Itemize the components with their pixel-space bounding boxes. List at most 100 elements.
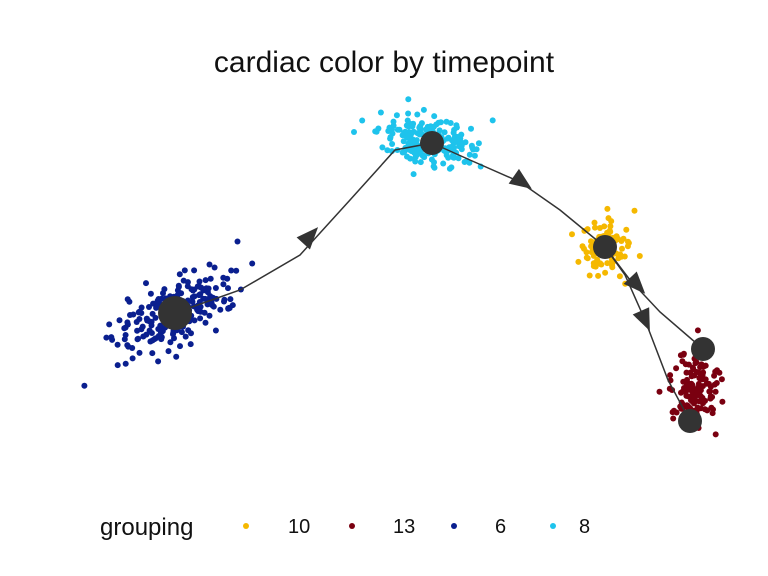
point-group-13	[712, 388, 719, 395]
point-group-13	[694, 385, 701, 392]
point-group-10	[607, 223, 614, 230]
point-group-6	[211, 264, 218, 271]
point-group-8	[453, 122, 460, 129]
point-group-6	[177, 343, 183, 350]
legend-title: grouping	[100, 514, 193, 541]
trajectory-arrow-10-13b	[632, 307, 650, 331]
point-group-6	[182, 333, 189, 340]
point-group-13	[692, 360, 699, 367]
data-points	[81, 96, 726, 438]
point-group-8	[431, 164, 438, 171]
point-group-8	[396, 126, 403, 133]
point-group-10	[623, 226, 630, 233]
point-group-6	[122, 324, 129, 331]
point-group-6	[140, 333, 147, 340]
point-group-6	[234, 238, 241, 245]
point-group-6	[161, 286, 168, 293]
point-group-13	[667, 372, 674, 379]
point-group-8	[359, 117, 366, 124]
point-group-13	[709, 410, 716, 417]
point-group-10	[608, 218, 615, 225]
point-group-8	[436, 127, 443, 134]
point-group-8	[386, 124, 393, 131]
point-group-8	[403, 122, 410, 129]
point-group-6	[114, 341, 121, 348]
point-group-13	[696, 374, 703, 381]
point-group-10	[608, 260, 615, 267]
point-group-6	[129, 355, 136, 362]
point-group-6	[189, 298, 196, 305]
point-group-10	[569, 231, 575, 238]
point-group-8	[413, 137, 420, 144]
point-group-8	[404, 153, 410, 160]
point-group-10	[631, 207, 638, 214]
point-group-6	[185, 327, 192, 334]
point-group-10	[625, 238, 631, 245]
point-group-6	[143, 280, 149, 287]
point-group-10	[601, 223, 608, 230]
point-group-10	[619, 245, 625, 252]
point-group-6	[178, 329, 185, 336]
point-group-8	[471, 152, 478, 159]
point-group-10	[575, 258, 582, 265]
point-group-10	[618, 253, 625, 260]
point-group-6	[165, 348, 172, 355]
point-group-6	[125, 343, 132, 350]
point-group-13	[685, 386, 692, 392]
point-group-6	[108, 334, 115, 341]
point-group-10	[592, 263, 599, 270]
point-group-13	[680, 351, 687, 358]
point-group-6	[176, 271, 183, 278]
point-group-6	[136, 349, 143, 356]
point-group-6	[227, 296, 234, 303]
point-group-8	[457, 138, 464, 145]
point-group-8	[405, 96, 412, 103]
point-group-6	[155, 333, 162, 339]
legend-swatch-10	[243, 523, 249, 529]
point-group-10	[591, 219, 598, 226]
point-group-8	[409, 123, 416, 130]
point-group-8	[468, 125, 474, 132]
point-group-6	[173, 353, 180, 360]
point-group-8	[390, 118, 397, 125]
point-group-10	[616, 273, 623, 280]
point-group-8	[450, 154, 457, 161]
trajectory-edge-10-13a	[604, 246, 704, 350]
point-group-10	[592, 224, 598, 231]
point-group-6	[81, 382, 88, 389]
point-group-6	[180, 277, 187, 284]
legend-swatch-8	[550, 523, 556, 529]
point-group-8	[414, 111, 421, 118]
point-group-6	[201, 309, 208, 316]
point-group-6	[233, 267, 240, 274]
point-group-8	[384, 147, 391, 154]
legend-label-8: 8	[579, 516, 590, 538]
point-group-6	[152, 314, 159, 321]
legend-swatch-6	[451, 523, 457, 529]
point-group-8	[420, 106, 427, 113]
point-group-6	[139, 323, 146, 330]
point-group-6	[121, 336, 128, 343]
legend-label-13: 13	[393, 516, 415, 538]
point-group-6	[228, 267, 235, 274]
point-group-6	[191, 317, 198, 324]
trajectory-node-10	[593, 235, 617, 259]
point-group-13	[712, 431, 719, 438]
point-group-13	[694, 404, 701, 411]
legend-swatch-13	[349, 523, 355, 529]
point-group-8	[372, 128, 379, 135]
point-group-8	[408, 148, 415, 155]
point-group-8	[405, 110, 412, 117]
point-group-10	[588, 238, 594, 245]
trajectory	[158, 131, 715, 433]
point-group-8	[412, 158, 419, 165]
point-group-6	[221, 298, 227, 305]
point-group-8	[404, 117, 411, 124]
point-group-10	[588, 249, 595, 256]
point-group-6	[206, 312, 213, 319]
point-group-8	[466, 151, 473, 158]
legend: grouping 10 13 6 8	[100, 514, 590, 541]
point-group-6	[146, 327, 153, 334]
point-group-13	[705, 380, 712, 387]
